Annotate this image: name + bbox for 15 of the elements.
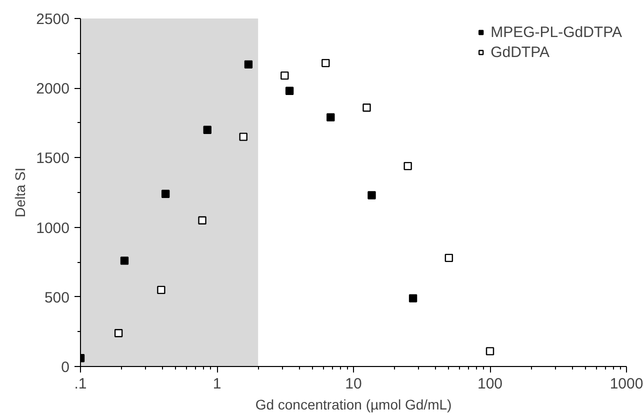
- x-tick-label: 10: [345, 376, 362, 392]
- x-axis-title: Gd concentration (µmol Gd/mL): [255, 396, 452, 412]
- y-tick-label: 1000: [36, 220, 70, 237]
- x-tick-label: 1000: [610, 376, 644, 392]
- y-tick-label: 2500: [36, 11, 70, 28]
- y-tick-label: 0: [61, 359, 70, 376]
- x-tick-label: 1: [212, 376, 222, 392]
- y-tick-label: 500: [44, 289, 70, 306]
- y-axis-title: Delta SI: [12, 168, 28, 218]
- x-tick-label: 100: [477, 376, 503, 392]
- legend-label: MPEG-PL-GdDTPA: [490, 23, 622, 41]
- x-tick-label: .1: [74, 376, 87, 392]
- y-tick-label: 2000: [36, 80, 70, 98]
- legend-label: GdDTPA: [490, 43, 550, 61]
- y-tick-label: 1500: [36, 150, 70, 168]
